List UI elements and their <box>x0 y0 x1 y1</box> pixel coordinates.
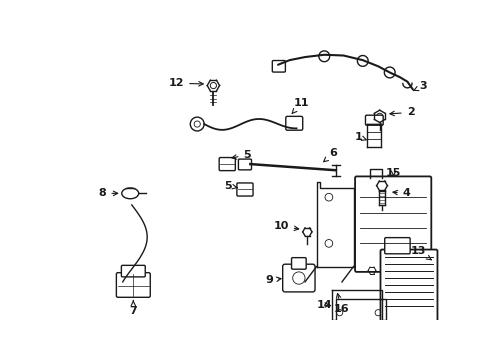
FancyBboxPatch shape <box>239 159 251 170</box>
FancyBboxPatch shape <box>366 115 383 125</box>
FancyBboxPatch shape <box>381 249 438 322</box>
Text: 15: 15 <box>386 167 401 177</box>
Text: 2: 2 <box>390 108 415 117</box>
FancyBboxPatch shape <box>237 183 253 196</box>
Text: 7: 7 <box>129 301 137 316</box>
FancyBboxPatch shape <box>292 258 306 269</box>
FancyBboxPatch shape <box>355 176 431 272</box>
Text: 13: 13 <box>411 246 431 260</box>
Text: 4: 4 <box>393 188 411 198</box>
Text: 9: 9 <box>265 275 281 285</box>
Text: 6: 6 <box>324 148 338 162</box>
Text: 12: 12 <box>169 78 203 88</box>
Text: 8: 8 <box>98 188 118 198</box>
FancyBboxPatch shape <box>122 265 145 277</box>
FancyBboxPatch shape <box>283 264 315 292</box>
Text: 5: 5 <box>224 181 238 191</box>
Text: 11: 11 <box>292 98 309 113</box>
FancyBboxPatch shape <box>385 238 410 254</box>
Text: 5: 5 <box>232 150 251 160</box>
FancyBboxPatch shape <box>272 60 285 72</box>
FancyBboxPatch shape <box>286 116 303 130</box>
FancyBboxPatch shape <box>117 273 150 297</box>
Text: 10: 10 <box>273 221 299 231</box>
Text: 14: 14 <box>317 300 332 310</box>
FancyBboxPatch shape <box>219 158 235 171</box>
Text: 16: 16 <box>333 293 349 314</box>
Text: 1: 1 <box>355 132 367 142</box>
Text: 3: 3 <box>414 81 427 91</box>
